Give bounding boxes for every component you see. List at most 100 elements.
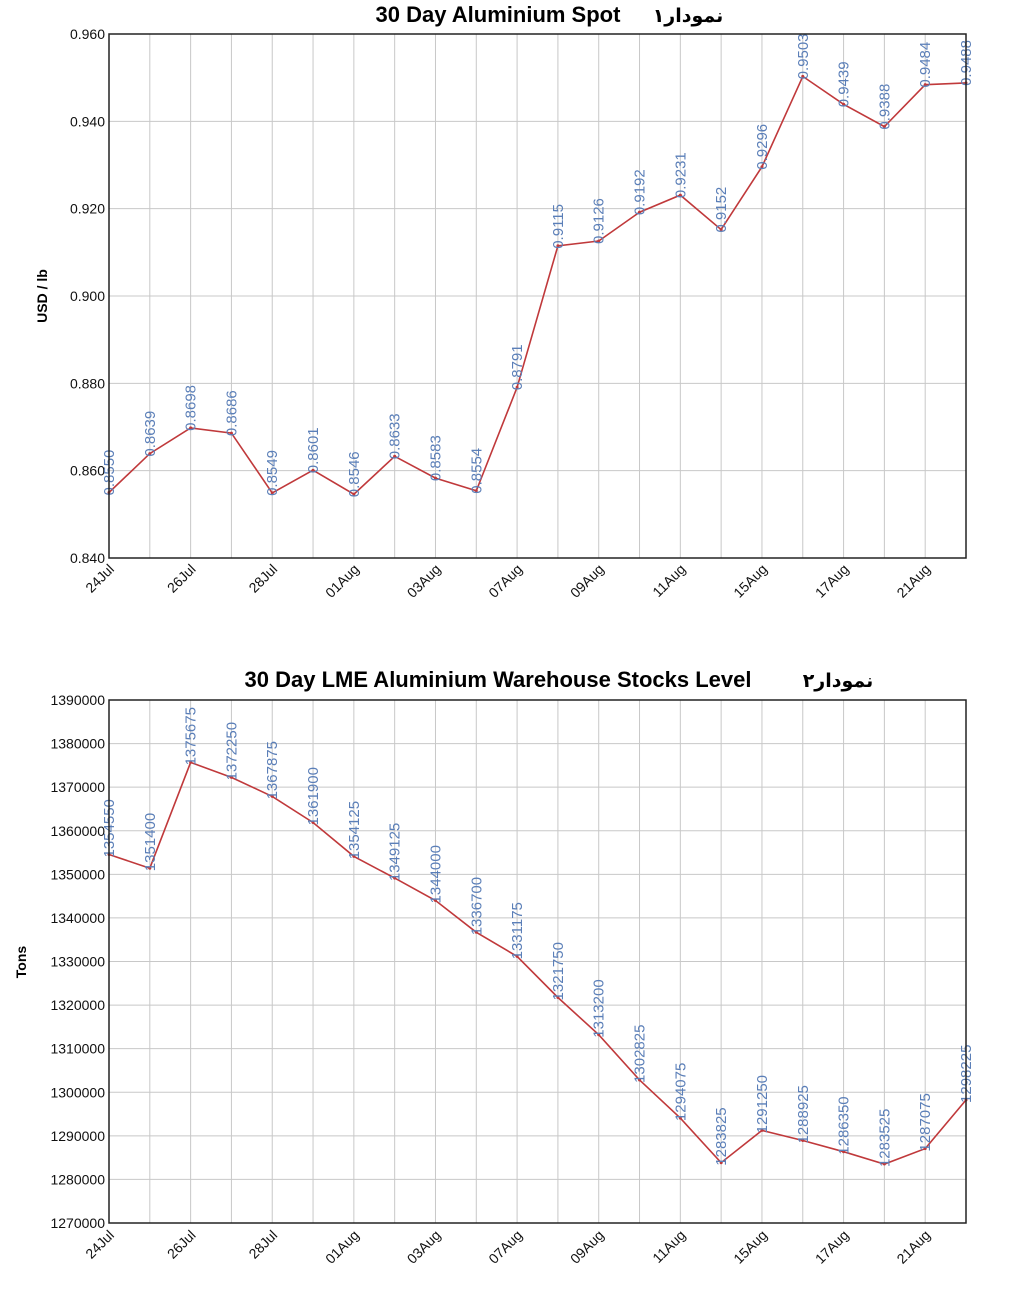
data-point	[433, 898, 437, 902]
x-tick-label: 24Jul	[82, 561, 117, 596]
data-label: 1361900	[305, 767, 322, 825]
x-tick-label: 03Aug	[404, 1227, 444, 1267]
series-line	[108, 761, 967, 1165]
data-point	[719, 228, 723, 232]
y-tick-label: 0.920	[70, 201, 105, 217]
data-point	[229, 431, 233, 435]
data-label: 1354125	[346, 801, 363, 859]
data-point	[638, 210, 642, 214]
data-point	[556, 995, 560, 999]
y-tick-label: 0.860	[70, 463, 105, 479]
data-point	[515, 385, 519, 389]
data-point	[474, 930, 478, 934]
plot-frame	[108, 699, 967, 1224]
data-label: 0.8583	[427, 435, 444, 481]
data-point	[760, 1128, 764, 1132]
data-point	[719, 1161, 723, 1165]
data-label: 1351400	[142, 813, 159, 871]
y-tick-label: 1360000	[50, 823, 105, 839]
data-point	[148, 452, 152, 456]
data-label: 1286350	[836, 1096, 853, 1154]
data-label: 1291250	[754, 1075, 771, 1133]
data-label: 0.8554	[468, 448, 485, 494]
data-label: 1283525	[876, 1109, 893, 1167]
data-point	[678, 1116, 682, 1120]
warehouse-stocks-chart: 30 Day LME Aluminium Warehouse Stocks Le…	[13, 667, 975, 1267]
data-point	[923, 1147, 927, 1151]
data-label: 1283825	[713, 1107, 730, 1165]
chart-tag: نمودار۲	[803, 671, 874, 692]
y-tick-label: 1380000	[50, 736, 105, 752]
data-point	[882, 125, 886, 129]
x-tick-label: 26Jul	[164, 561, 199, 596]
x-tick-label: 11Aug	[649, 561, 688, 600]
data-point	[801, 74, 805, 78]
data-point	[923, 83, 927, 87]
x-tick-label: 07Aug	[485, 561, 525, 601]
data-point	[270, 794, 274, 798]
data-point	[433, 476, 437, 480]
x-tick-label: 26Jul	[164, 1227, 199, 1262]
data-point	[311, 468, 315, 472]
data-label: 0.9388	[876, 84, 893, 130]
data-label: 0.8546	[346, 451, 363, 497]
data-label: 1336700	[468, 877, 485, 935]
x-tick-label: 15Aug	[730, 561, 770, 601]
data-label: 0.8686	[223, 390, 240, 436]
data-point	[352, 854, 356, 858]
data-label: 1372250	[223, 722, 240, 780]
data-point	[270, 491, 274, 495]
data-label: 1375675	[183, 707, 200, 765]
data-label: 0.9503	[795, 33, 812, 79]
data-point	[515, 954, 519, 958]
data-label: 0.9192	[632, 169, 649, 215]
data-label: 1287075	[917, 1093, 934, 1151]
data-point	[474, 489, 478, 493]
data-label: 1349125	[387, 823, 404, 881]
x-tick-label: 15Aug	[730, 1227, 770, 1267]
data-point	[678, 193, 682, 197]
y-tick-label: 1390000	[50, 692, 105, 708]
y-tick-label: 1330000	[50, 954, 105, 970]
x-tick-label: 01Aug	[322, 1227, 362, 1267]
y-tick-label: 0.880	[70, 375, 105, 391]
x-tick-label: 17Aug	[812, 1227, 852, 1267]
y-tick-label: 1270000	[50, 1215, 105, 1231]
data-label: 0.8601	[305, 427, 322, 473]
data-label: 0.9152	[713, 187, 730, 233]
data-point	[597, 239, 601, 243]
x-tick-label: 11Aug	[649, 1227, 688, 1266]
chart-title: 30 Day LME Aluminium Warehouse Stocks Le…	[245, 667, 752, 692]
data-point	[882, 1162, 886, 1166]
data-point	[189, 760, 193, 764]
data-label: 1344000	[427, 845, 444, 903]
data-label: 0.9484	[917, 42, 934, 88]
x-tick-label: 09Aug	[567, 561, 607, 601]
data-point	[393, 876, 397, 880]
x-tick-label: 17Aug	[812, 561, 852, 601]
x-tick-label: 01Aug	[322, 561, 362, 601]
data-point	[597, 1033, 601, 1037]
data-label: 1367875	[264, 741, 281, 799]
data-point	[556, 244, 560, 248]
data-point	[638, 1078, 642, 1082]
y-tick-label: 1290000	[50, 1128, 105, 1144]
data-label: 1321750	[550, 942, 567, 1000]
data-point	[352, 492, 356, 496]
series-line	[108, 75, 967, 496]
y-tick-label: 0.900	[70, 288, 105, 304]
y-tick-label: 1310000	[50, 1041, 105, 1057]
y-tick-label: 0.840	[70, 550, 105, 566]
y-tick-label: 0.940	[70, 113, 105, 129]
y-tick-label: 1350000	[50, 866, 105, 882]
x-tick-label: 03Aug	[404, 561, 444, 601]
y-axis-label: Tons	[13, 946, 29, 979]
data-point	[229, 775, 233, 779]
data-point	[801, 1139, 805, 1143]
data-label: 0.9231	[672, 152, 689, 198]
data-point	[393, 454, 397, 458]
x-tick-label: 28Jul	[245, 561, 280, 596]
data-point	[842, 1150, 846, 1154]
data-point	[760, 165, 764, 169]
